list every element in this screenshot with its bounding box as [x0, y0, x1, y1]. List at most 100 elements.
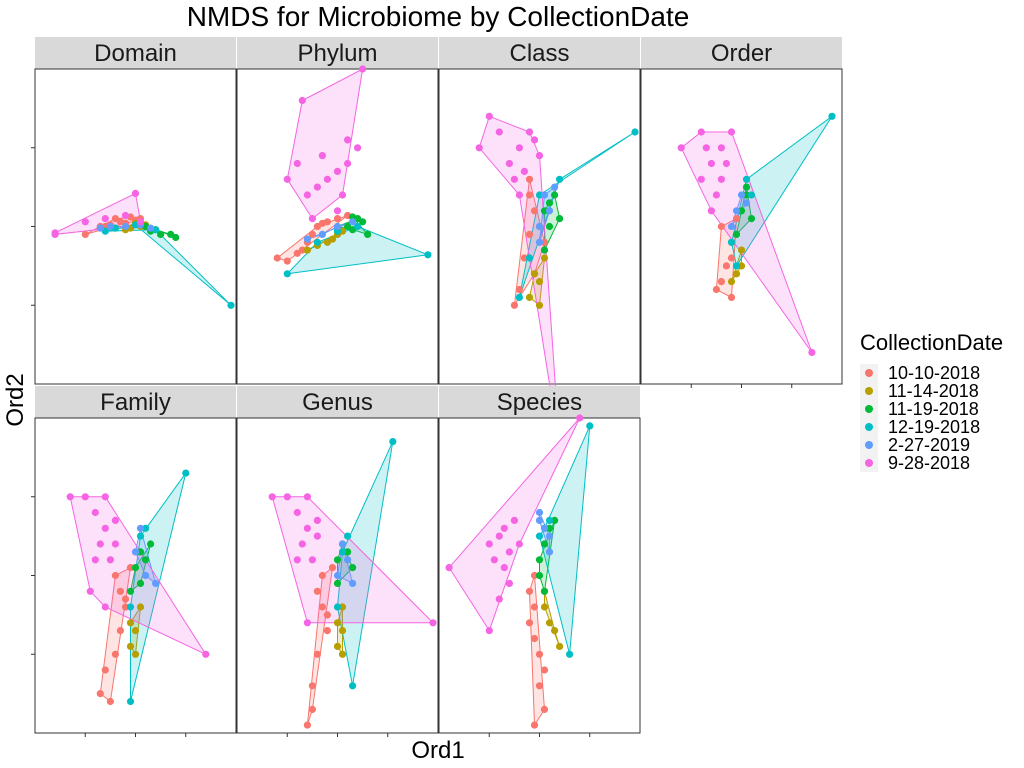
data-point — [510, 516, 518, 525]
data-point — [732, 262, 741, 270]
facet-strip — [641, 37, 842, 69]
data-point — [445, 564, 453, 572]
data-point — [540, 254, 549, 262]
data-point — [551, 191, 559, 199]
data-point — [556, 642, 564, 651]
data-point — [359, 65, 367, 73]
data-point — [81, 230, 89, 238]
data-point — [520, 167, 529, 175]
data-point — [707, 159, 716, 168]
data-point — [333, 642, 342, 651]
data-point — [530, 136, 539, 144]
facet-strip — [237, 386, 438, 418]
legend-label: 11-19-2018 — [888, 399, 979, 419]
data-point — [131, 627, 140, 635]
data-point — [303, 524, 311, 532]
data-point — [328, 564, 337, 572]
data-point — [530, 603, 539, 611]
data-point — [702, 144, 710, 152]
data-point — [520, 254, 529, 262]
data-point — [136, 524, 145, 532]
data-point — [106, 222, 114, 231]
data-point — [283, 175, 291, 183]
data-point — [697, 175, 705, 183]
data-point — [535, 238, 544, 246]
data-point — [91, 556, 99, 564]
hull-9-28-2018 — [286, 68, 364, 220]
data-point — [152, 579, 160, 588]
data-point — [283, 493, 291, 501]
data-point — [545, 619, 554, 627]
data-point — [142, 556, 150, 564]
legend-item: 2-27-2019 — [860, 435, 970, 455]
data-point — [540, 207, 549, 215]
data-point — [333, 215, 342, 223]
data-point — [540, 666, 549, 674]
data-point — [515, 293, 524, 301]
data-point — [131, 650, 140, 658]
data-point — [545, 199, 554, 207]
data-point — [303, 191, 311, 199]
data-point — [556, 215, 564, 223]
data-point — [328, 235, 337, 243]
data-point — [136, 548, 145, 556]
data-point — [545, 207, 554, 215]
data-point — [308, 230, 316, 238]
data-point — [429, 619, 437, 627]
data-point — [535, 571, 544, 580]
data-point — [303, 235, 311, 243]
data-point — [111, 516, 119, 525]
data-point — [500, 564, 508, 572]
data-point — [338, 191, 347, 199]
legend-label: 10-10-2018 — [888, 363, 980, 383]
data-point — [717, 278, 726, 286]
data-point — [742, 175, 751, 183]
data-point — [349, 579, 357, 588]
data-point — [535, 278, 544, 286]
legend-label: 12-19-2018 — [888, 417, 980, 437]
facet-panel: Class — [438, 37, 641, 451]
data-point — [500, 524, 508, 532]
facet-strip — [439, 37, 640, 69]
data-point — [530, 571, 539, 580]
data-point — [116, 627, 124, 635]
data-point — [535, 650, 544, 658]
data-point — [515, 191, 524, 199]
data-point — [540, 524, 549, 532]
data-point — [535, 508, 544, 517]
data-point — [540, 246, 549, 254]
data-point — [308, 556, 316, 564]
legend-item: 11-14-2018 — [860, 381, 979, 401]
data-point — [81, 493, 89, 501]
data-point — [485, 627, 493, 635]
data-point — [101, 524, 109, 532]
data-point — [106, 697, 114, 706]
data-point — [828, 112, 836, 120]
data-point — [142, 571, 150, 580]
hull-9-28-2018 — [680, 131, 813, 353]
legend-item: 9-28-2018 — [860, 453, 970, 473]
data-point — [303, 619, 311, 627]
data-point — [495, 595, 503, 603]
legend-key — [865, 369, 873, 377]
data-point — [101, 666, 109, 674]
facet-strip-label: Phylum — [297, 40, 377, 67]
data-point — [298, 540, 306, 548]
facet-panel: Order — [640, 37, 843, 388]
data-point — [101, 215, 109, 223]
legend: CollectionDate 10-10-201811-14-201811-19… — [860, 330, 1003, 473]
data-point — [505, 159, 513, 168]
data-point — [136, 579, 145, 588]
facet-panels: Domain Phylum Class Order Family Genus Species — [31, 37, 843, 737]
facet-panel: Species — [438, 386, 641, 737]
facet-strip-label: Genus — [302, 389, 373, 416]
facet-strip-label: Species — [497, 389, 582, 416]
data-point — [525, 619, 534, 627]
legend-item: 11-19-2018 — [860, 399, 979, 419]
data-point — [727, 128, 736, 136]
data-point — [338, 627, 347, 635]
data-point — [338, 540, 347, 548]
data-point — [732, 207, 741, 215]
legend-label: 2-27-2019 — [888, 435, 970, 455]
